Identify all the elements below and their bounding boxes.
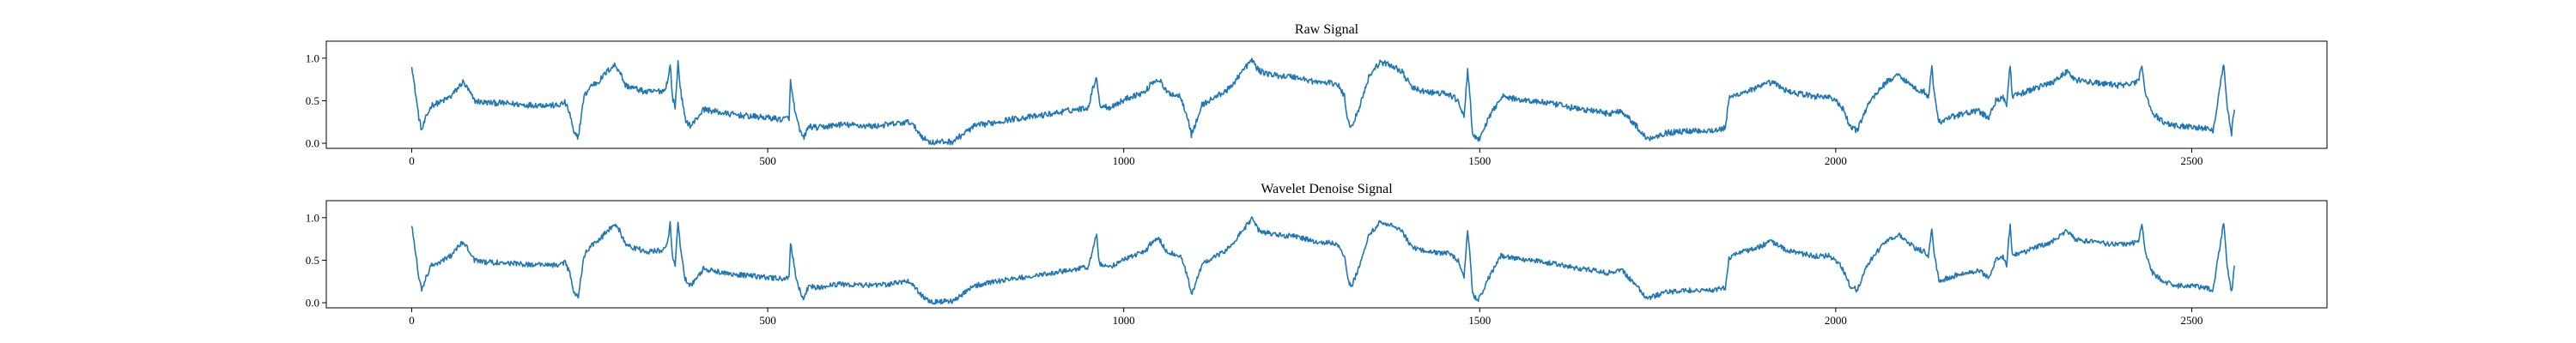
wavelet-denoise-signal-title: Wavelet Denoise Signal [1261,182,1393,196]
raw-signal-line [410,57,2236,146]
wavelet-denoise-signal-x-tick-label: 0 [409,314,415,327]
wavelet-denoise-signal-x-tick-label: 1500 [1468,314,1491,327]
wavelet-denoise-signal-line [410,216,2236,305]
wavelet-denoise-signal-panel: Wavelet Denoise Signal 0 500 1000 1500 2000 2… [306,182,2328,327]
raw-signal-x-tick-label: 1500 [1468,154,1491,167]
wavelet-denoise-signal-x-tick-label: 1000 [1113,314,1135,327]
raw-signal-x-tick-label: 2000 [1825,154,1847,167]
raw-signal-x-tick-label: 2500 [2180,154,2202,167]
wavelet-denoise-signal-y-tick-label: 0.0 [306,297,319,310]
wavelet-denoise-signal-x-tick-label: 500 [759,314,776,327]
wavelet-denoise-signal-x-tick-label: 2000 [1825,314,1847,327]
raw-signal-x-tick-label: 1000 [1113,154,1135,167]
wavelet-denoise-signal-y-tick-label: 1.0 [306,211,319,224]
raw-signal-x-tick-label: 0 [409,154,415,167]
raw-signal-y-tick-label: 0.0 [306,137,319,150]
wavelet-denoise-signal-y-tick-label: 0.5 [306,254,319,267]
wavelet-denoise-signal-axes-frame [325,200,2328,309]
raw-signal-axes-frame [325,40,2328,149]
raw-signal-title: Raw Signal [1295,22,1359,37]
raw-signal-x-tick-label: 500 [759,154,776,167]
raw-signal-panel: Raw Signal 0 500 1000 1500 2000 2500 0.0 0.5 1.0 [306,22,2328,167]
raw-signal-y-tick-label: 1.0 [306,51,319,64]
raw-signal-y-tick-label: 0.5 [306,94,319,107]
wavelet-denoise-signal-x-tick-label: 2500 [2180,314,2202,327]
